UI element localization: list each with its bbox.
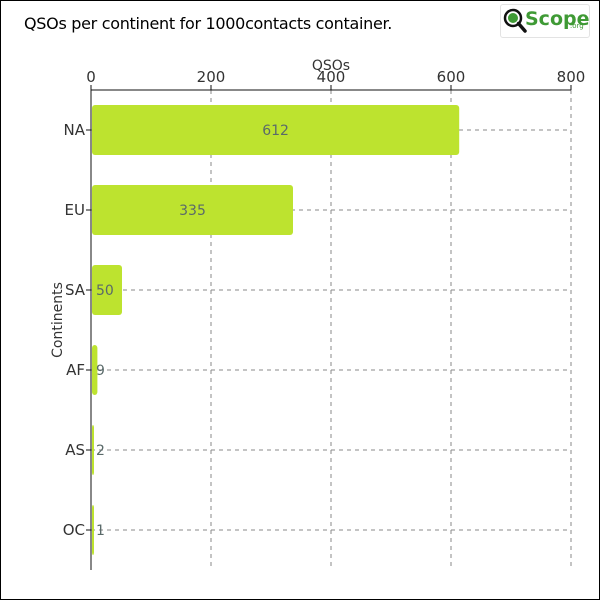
data-label-eu: 335 (179, 203, 206, 219)
bar-eu (92, 185, 293, 235)
category-label-as: AS (65, 441, 85, 459)
data-label-oc: 1 (96, 523, 105, 539)
bar-na (92, 105, 460, 155)
x-axis-title: QSOs (312, 58, 350, 74)
logo-domain: .org (570, 22, 584, 30)
data-label-sa: 50 (96, 283, 114, 299)
x-tick-label-0: 0 (86, 68, 96, 86)
bar-as (92, 425, 94, 475)
category-label-sa: SA (65, 281, 86, 299)
x-tick-label-1: 200 (197, 68, 226, 86)
logo-wordmark: Scope (525, 8, 590, 30)
bar-af (92, 345, 98, 395)
bar-oc (92, 505, 94, 555)
data-label-af: 9 (96, 363, 105, 379)
category-label-na: NA (64, 121, 86, 139)
category-label-af: AF (66, 361, 85, 379)
bar-sa (92, 265, 122, 315)
chart-title: QSOs per continent for 1000contacts cont… (24, 14, 393, 33)
category-label-eu: EU (65, 201, 85, 219)
data-label-na: 612 (262, 123, 289, 139)
x-tick-label-4: 800 (557, 68, 586, 86)
qscope-logo: Scope .org (500, 4, 590, 38)
data-label-as: 2 (96, 443, 105, 459)
category-label-oc: OC (63, 521, 85, 539)
y-axis-title: Continents (50, 282, 66, 358)
magnifier-icon (503, 8, 527, 33)
x-tick-label-2: 400 (317, 68, 346, 86)
x-tick-label-3: 600 (437, 68, 466, 86)
